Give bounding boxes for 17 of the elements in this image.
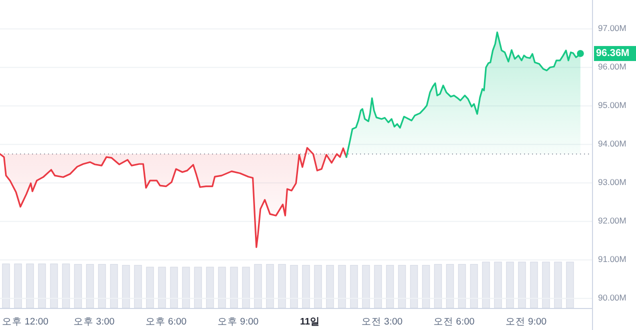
y-tick-label: 96.00M [598,62,626,72]
y-tick-label: 95.00M [598,100,626,110]
y-tick-label: 91.00M [598,254,626,264]
x-tick-label: 오전 9:00 [505,316,547,328]
x-tick-label: 오후 9:00 [217,316,259,328]
x-tick-label: 11일 [300,316,320,328]
y-tick-label: 90.00M [598,292,626,303]
y-tick-label: 93.00M [598,177,626,188]
annotation: 96.36M [596,48,630,60]
y-tick-label: 94.00M [598,138,626,149]
x-tick-label: 오전 3:00 [361,316,403,328]
x-tick-label: 오전 6:00 [433,316,475,328]
x-tick-label: 오후 12:00 [2,316,48,328]
y-tick-label: 92.00M [598,216,626,226]
y-tick-label: 97.00M [598,23,626,34]
x-tick-label: 오후 6:00 [145,316,187,328]
x-tick-label: 오후 3:00 [73,316,115,328]
